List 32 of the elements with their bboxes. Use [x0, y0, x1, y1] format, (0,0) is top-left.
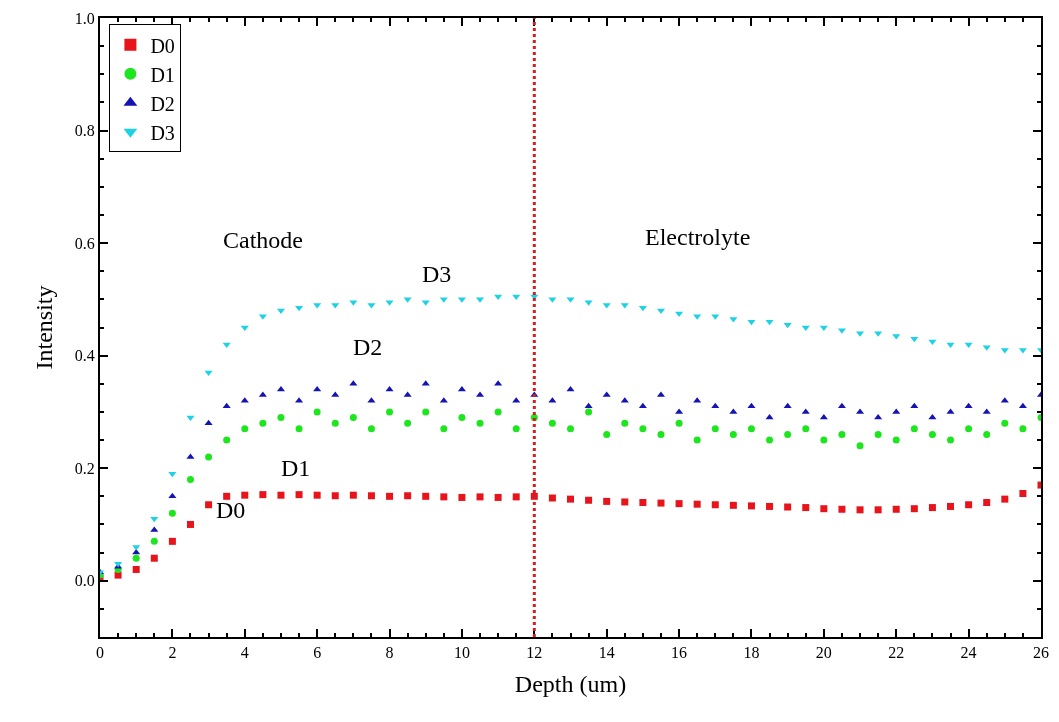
- x-tick-label: 10: [453, 644, 470, 662]
- y-tick-label: 0.0: [74, 572, 95, 590]
- y-axis-title: Intensity: [31, 285, 58, 370]
- legend-label: D0: [150, 34, 175, 57]
- x-tick-label: 2: [168, 644, 177, 662]
- x-tick-label: 6: [313, 644, 322, 662]
- annotation: D0: [216, 497, 246, 523]
- y-tick-label: 0.4: [74, 347, 95, 365]
- x-tick-label: 24: [960, 644, 977, 662]
- x-tick-label: 16: [671, 644, 688, 662]
- x-tick-label: 22: [888, 644, 905, 662]
- annotation: D2: [353, 334, 383, 360]
- legend-label: D2: [150, 92, 175, 115]
- annotation: D3: [422, 261, 452, 287]
- x-tick-label: 20: [815, 644, 832, 662]
- x-tick-label: 4: [240, 644, 249, 662]
- y-tick-label: 1.0: [74, 9, 95, 27]
- legend-label: D1: [150, 63, 175, 86]
- x-tick-label: 0: [96, 644, 104, 662]
- x-tick-label: 12: [526, 644, 543, 662]
- x-tick-label: 14: [598, 644, 615, 662]
- y-tick-label: 0.2: [74, 459, 95, 477]
- annotation: Cathode: [223, 227, 303, 253]
- x-tick-label: 18: [743, 644, 760, 662]
- annotation: Electrolyte: [645, 224, 751, 250]
- legend-label: D3: [150, 121, 175, 144]
- y-tick-label: 0.8: [74, 122, 95, 140]
- x-tick-label: 26: [1033, 644, 1049, 662]
- x-axis-title: Depth (um): [514, 671, 627, 697]
- annotation: D1: [281, 455, 311, 481]
- x-tick-label: 8: [385, 644, 394, 662]
- y-tick-label: 0.6: [74, 234, 95, 252]
